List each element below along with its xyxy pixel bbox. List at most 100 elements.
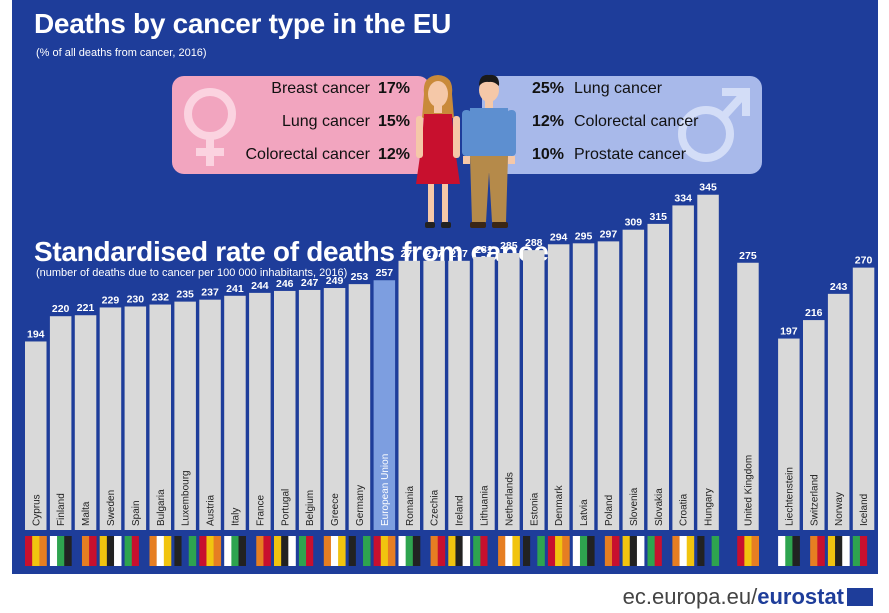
male-row-label: Lung cancer bbox=[574, 80, 663, 97]
flag-icon bbox=[448, 536, 471, 566]
category-label: Malta bbox=[81, 501, 92, 526]
female-row-label: Breast cancer bbox=[271, 80, 370, 97]
bar-switzerland bbox=[803, 320, 825, 530]
male-row-label: Colorectal cancer bbox=[574, 113, 699, 130]
flag-icon bbox=[803, 536, 825, 566]
flag-icon bbox=[25, 536, 47, 566]
female-row-breast: Breast cancer 17% bbox=[180, 80, 430, 108]
value-label: 249 bbox=[326, 275, 344, 287]
value-label: 315 bbox=[649, 211, 667, 223]
value-label: 281 bbox=[475, 244, 493, 256]
male-row-pct: 10% bbox=[531, 146, 564, 163]
bar-european-union bbox=[373, 280, 396, 530]
flag-icon bbox=[99, 536, 122, 566]
chart-title: Standardised rate of deaths from cancer bbox=[34, 236, 560, 267]
value-label: 194 bbox=[27, 328, 45, 340]
bar-germany bbox=[348, 284, 371, 530]
female-row-pct: 15% bbox=[378, 113, 411, 130]
bar-finland bbox=[49, 316, 72, 530]
category-label: Italy bbox=[230, 508, 241, 526]
category-label: Sweden bbox=[106, 490, 117, 526]
chart-subtitle: (number of deaths due to cancer per 100 … bbox=[36, 267, 348, 279]
category-label: Netherlands bbox=[504, 472, 515, 526]
flag-icon bbox=[224, 536, 246, 566]
category-label: Estonia bbox=[529, 492, 540, 526]
flag-icon bbox=[498, 536, 520, 566]
value-label: 230 bbox=[127, 293, 145, 305]
value-label: 277 bbox=[425, 248, 443, 260]
value-label: 257 bbox=[376, 267, 394, 279]
bar-chart: 194 Cyprus 220 Finland 221 Malta 229 Sweden 230 S… bbox=[25, 182, 875, 566]
value-label: 246 bbox=[276, 278, 294, 290]
category-label: Liechtenstein bbox=[784, 467, 795, 526]
flag-icon bbox=[547, 536, 570, 566]
flag-icon bbox=[523, 536, 545, 566]
value-label: 216 bbox=[805, 307, 823, 319]
flag-icon bbox=[572, 536, 595, 566]
bar-ireland bbox=[448, 260, 470, 530]
bar-united-kingdom bbox=[737, 262, 759, 530]
page-subtitle: (% of all deaths from cancer, 2016) bbox=[36, 47, 207, 59]
bar-latvia bbox=[572, 243, 595, 530]
flag-icon bbox=[373, 536, 396, 566]
category-label: Lithuania bbox=[479, 485, 490, 526]
value-label: 221 bbox=[77, 302, 95, 314]
bar-poland bbox=[597, 241, 620, 530]
category-label: Romania bbox=[405, 486, 416, 526]
value-label: 270 bbox=[855, 255, 873, 267]
category-label: Luxembourg bbox=[181, 470, 192, 526]
value-label: 237 bbox=[201, 287, 219, 299]
flag-icon bbox=[49, 536, 72, 566]
footer-url: ec.europa.eu/ bbox=[622, 584, 758, 609]
bar-sweden bbox=[99, 307, 122, 530]
bar-lithuania bbox=[473, 256, 495, 530]
category-label: Bulgaria bbox=[156, 489, 167, 526]
flag-icon bbox=[778, 536, 800, 566]
footer-brand: eurostat bbox=[757, 584, 844, 609]
bar-belgium bbox=[298, 289, 321, 530]
value-label: 247 bbox=[301, 277, 319, 289]
value-label: 334 bbox=[674, 192, 692, 204]
category-label: Hungary bbox=[704, 488, 715, 526]
flag-icon bbox=[124, 536, 147, 566]
flag-icon bbox=[697, 536, 720, 566]
bar-netherlands bbox=[498, 253, 520, 531]
infographic-panel: Deaths by cancer type in the EU (% of al… bbox=[12, 0, 878, 574]
male-symbol-icon bbox=[678, 88, 750, 162]
value-label: 220 bbox=[52, 303, 70, 315]
male-row-pct: 12% bbox=[531, 113, 564, 130]
value-label: 345 bbox=[699, 182, 717, 194]
category-label: Croatia bbox=[679, 493, 690, 526]
flag-icon bbox=[597, 536, 620, 566]
value-label: 294 bbox=[550, 231, 568, 243]
male-row-prostate: 10% Prostate cancer bbox=[518, 146, 686, 174]
category-label: Portugal bbox=[280, 489, 291, 526]
flag-icon bbox=[672, 536, 695, 566]
flag-icon bbox=[827, 536, 850, 566]
bar-hungary bbox=[697, 194, 719, 530]
flag-icon bbox=[348, 536, 371, 566]
category-label: Austria bbox=[206, 494, 217, 526]
flag-icon bbox=[852, 536, 875, 566]
male-row-lung: 25% Lung cancer bbox=[518, 80, 662, 108]
male-row-label: Prostate cancer bbox=[574, 146, 687, 163]
flag-icon bbox=[249, 536, 271, 566]
eu-flag-icon bbox=[847, 588, 873, 606]
bar-czechia bbox=[423, 260, 445, 530]
female-row-colorectal: Colorectal cancer 12% bbox=[180, 146, 430, 174]
category-label: Slovakia bbox=[654, 488, 665, 526]
bar-romania bbox=[398, 260, 420, 530]
value-label: 244 bbox=[251, 280, 269, 292]
female-symbol-icon bbox=[184, 88, 236, 166]
category-label: Czechia bbox=[430, 489, 441, 526]
male-row-colorectal: 12% Colorectal cancer bbox=[518, 113, 699, 141]
value-label: 275 bbox=[739, 250, 757, 262]
category-label: France bbox=[255, 494, 266, 526]
category-label: Slovenia bbox=[629, 487, 640, 526]
value-label: 309 bbox=[625, 217, 643, 229]
bar-croatia bbox=[672, 205, 694, 530]
woman-figure-icon bbox=[416, 75, 460, 228]
flag-icon bbox=[199, 536, 222, 566]
page-title: Deaths by cancer type in the EU bbox=[34, 8, 452, 39]
female-row-lung: Lung cancer 15% bbox=[180, 113, 430, 141]
